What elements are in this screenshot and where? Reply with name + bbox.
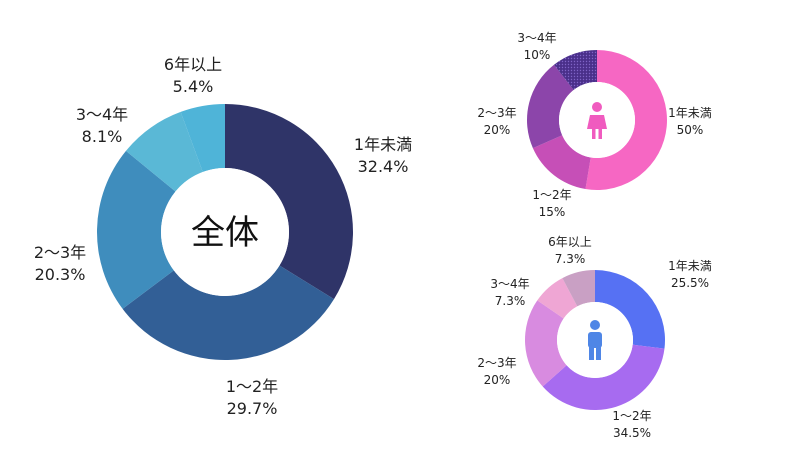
donut-1-slice-1 (532, 135, 591, 190)
donut-1-slice-3 (554, 50, 597, 91)
donut-2-slice-1 (542, 344, 665, 410)
donut-1-value-label-3: 10% (524, 48, 551, 62)
donut-1-category-label-3: 3〜4年 (517, 31, 556, 45)
donut-0-slice-3 (125, 111, 203, 192)
donut-1-value-label-1: 15% (539, 205, 566, 219)
donut-0-category-label-1: 1〜2年 (226, 377, 278, 396)
donut-0-category-label-3: 3〜4年 (76, 105, 128, 124)
donut-2-value-label-3: 7.3% (495, 294, 526, 308)
donut-0-value-label-0: 32.4% (358, 157, 409, 176)
female-icon (587, 102, 607, 139)
donut-1-category-label-2: 2〜3年 (477, 106, 516, 120)
donut-2-value-label-2: 20% (484, 373, 511, 387)
donut-0-value-label-4: 5.4% (173, 77, 214, 96)
donut-2-value-label-0: 25.5% (671, 276, 709, 290)
male-icon (588, 320, 602, 360)
donut-2-category-label-2: 2〜3年 (477, 356, 516, 370)
donut-1-value-label-2: 20% (484, 123, 511, 137)
donut-2-slice-2 (525, 300, 567, 387)
donut-2-category-label-0: 1年未満 (668, 259, 712, 273)
donut-0-category-label-4: 6年以上 (164, 55, 222, 74)
donut-2-value-label-4: 7.3% (555, 252, 586, 266)
donut-2-value-label-1: 34.5% (613, 426, 651, 440)
donut-0-slice-0 (225, 104, 353, 300)
donut-0-value-label-3: 8.1% (82, 127, 123, 146)
donut-1-slice-0 (585, 50, 668, 190)
chart-title: 全体 (191, 213, 259, 253)
donut-0-category-label-0: 1年未満 (354, 135, 412, 154)
donut-1-slice-2 (527, 64, 574, 149)
donut-0-hole (161, 168, 289, 296)
donut-2-slice-0 (595, 270, 665, 349)
donut-1-category-label-1: 1〜2年 (532, 188, 571, 202)
donut-2-slice-3 (537, 278, 578, 319)
donut-0-slice-2 (96, 150, 176, 309)
donut-0-value-label-2: 20.3% (35, 265, 86, 284)
donut-0-category-label-2: 2〜3年 (34, 243, 86, 262)
donut-0-slice-1 (122, 265, 334, 360)
donut-1-category-label-0: 1年未満 (668, 106, 712, 120)
donut-0-slice-4 (180, 104, 225, 172)
donut-2-category-label-4: 6年以上 (548, 235, 592, 249)
donut-0-value-label-1: 29.7% (227, 399, 278, 418)
donut-2-slice-4 (562, 270, 595, 307)
donut-1-value-label-0: 50% (677, 123, 704, 137)
donut-2-category-label-3: 3〜4年 (490, 277, 529, 291)
donut-2-category-label-1: 1〜2年 (612, 409, 651, 423)
